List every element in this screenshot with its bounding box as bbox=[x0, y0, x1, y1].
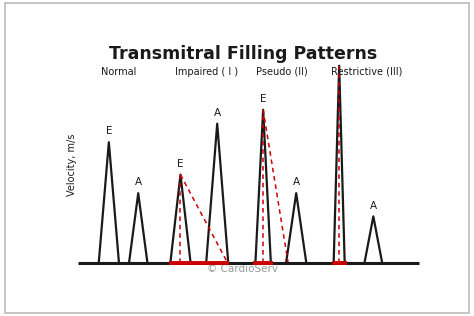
Text: E: E bbox=[177, 159, 184, 169]
Text: A: A bbox=[214, 108, 221, 118]
Text: Restrictive (III): Restrictive (III) bbox=[331, 67, 402, 77]
Text: © CardioServ: © CardioServ bbox=[208, 264, 278, 274]
Text: Impaired ( I ): Impaired ( I ) bbox=[175, 67, 238, 77]
Text: E: E bbox=[260, 94, 266, 104]
Text: Velocity, m/s: Velocity, m/s bbox=[67, 133, 77, 196]
Text: E: E bbox=[106, 126, 112, 137]
Text: A: A bbox=[135, 177, 142, 187]
Text: Transmitral Filling Patterns: Transmitral Filling Patterns bbox=[109, 45, 377, 63]
Text: Normal: Normal bbox=[101, 67, 137, 77]
Text: A: A bbox=[370, 201, 377, 210]
Text: A: A bbox=[292, 177, 300, 187]
Text: E: E bbox=[336, 50, 342, 60]
Text: Pseudo (II): Pseudo (II) bbox=[256, 67, 308, 77]
